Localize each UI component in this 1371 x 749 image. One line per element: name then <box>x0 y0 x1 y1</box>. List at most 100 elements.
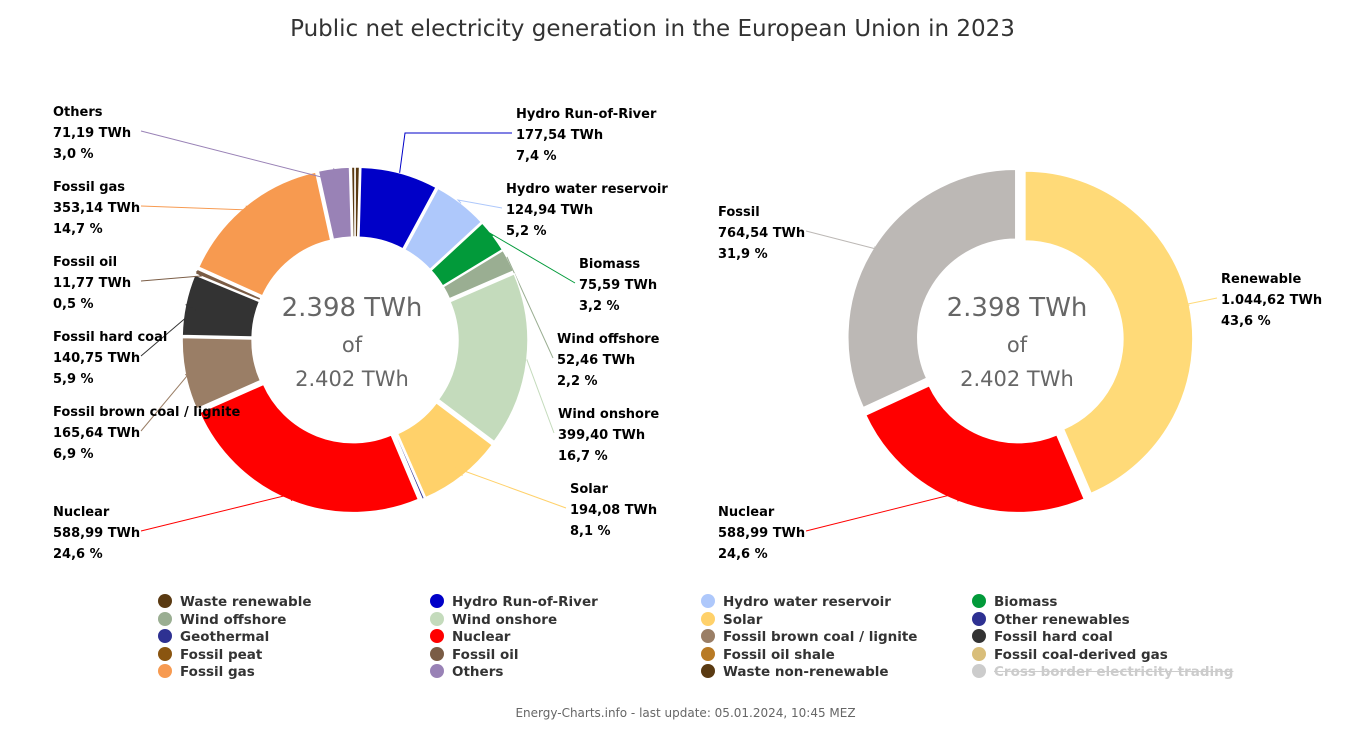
legend-label: Hydro water reservoir <box>723 594 891 610</box>
legend-marker <box>158 629 172 643</box>
legend-label: Hydro Run-of-River <box>452 594 598 610</box>
label-fossil-hard-coal: Fossil hard coal 140,75 TWh 5,9 % <box>53 330 167 387</box>
label-line: 588,99 TWh <box>53 526 140 541</box>
label-line: 3,0 % <box>53 147 94 162</box>
label-line: 0,5 % <box>53 297 94 312</box>
legend-marker <box>701 611 715 626</box>
legend-label: Waste non-renewable <box>723 664 889 680</box>
legend-label: Biomass <box>994 594 1058 610</box>
label-hydro-run-of-river: Hydro Run-of-River 177,54 TWh 7,4 % <box>516 107 657 164</box>
label-line: 71,19 TWh <box>53 126 131 141</box>
center-total-all: 2.402 TWh <box>295 367 409 391</box>
slice-nuclear[interactable] <box>864 384 1086 514</box>
slice-geothermal[interactable] <box>394 433 426 501</box>
legend-marker <box>701 594 715 608</box>
legend-item-other-renewables[interactable]: Other renewables <box>972 611 1130 628</box>
legend-item-geothermal[interactable]: Geothermal <box>158 629 269 645</box>
label-fossil-brown-coal-lignite: Fossil brown coal / lignite 165,64 TWh 6,9… <box>53 405 240 462</box>
legend-item-hydro-run-of-river[interactable]: Hydro Run-of-River <box>430 594 598 610</box>
slice-fossil-brown-coal-lignite[interactable] <box>181 336 262 410</box>
legend-label: Fossil oil <box>452 646 519 663</box>
slice-solar[interactable] <box>396 401 494 499</box>
legend-label: Other renewables <box>994 611 1130 628</box>
slice-biomass[interactable] <box>429 221 504 288</box>
connector-nuclear <box>805 492 959 532</box>
legend-item-others[interactable]: Others <box>430 664 503 680</box>
legend-item-cross-border-electricity-trading[interactable]: Cross border electricity trading <box>972 664 1233 680</box>
legend-label: Geothermal <box>180 629 270 645</box>
slice-hydro-water-reservoir[interactable] <box>403 187 483 271</box>
slice-fossil-oil[interactable] <box>194 268 263 302</box>
label-line: 5,9 % <box>53 372 94 387</box>
legend-marker <box>430 629 444 643</box>
label-line: Biomass <box>579 257 640 272</box>
label-line: 5,2 % <box>506 224 547 239</box>
legend-item-fossil-hard-coal[interactable]: Fossil hard coal <box>972 629 1113 645</box>
label-line: 16,7 % <box>558 449 608 464</box>
legend-item-waste-non-renewable[interactable]: Waste non-renewable <box>701 664 889 680</box>
connector-biomass <box>487 231 576 284</box>
label-line: 52,46 TWh <box>557 353 635 368</box>
legend-item-solar[interactable]: Solar <box>701 611 763 628</box>
legend-item-nuclear[interactable]: Nuclear <box>430 629 510 645</box>
label-line: 3,2 % <box>579 299 620 314</box>
legend-item-biomass[interactable]: Biomass <box>972 594 1057 610</box>
slice-waste-non-renewable[interactable] <box>350 166 356 238</box>
legend-item-wind-offshore[interactable]: Wind offshore <box>158 611 287 628</box>
label-line: Hydro water reservoir <box>506 182 668 197</box>
slice-fossil[interactable] <box>847 168 1017 409</box>
label-line: 1.044,62 TWh <box>1221 293 1322 308</box>
legend-item-fossil-brown-coal-lignite[interactable]: Fossil brown coal / lignite <box>701 629 917 645</box>
label-nuclear: Nuclear 588,99 TWh 24,6 % <box>53 505 140 562</box>
legend-label: Wind offshore <box>180 611 287 628</box>
slice-wind-offshore[interactable] <box>442 249 515 300</box>
connector-wind-offshore <box>506 256 554 359</box>
legend-item-waste-renewable[interactable]: Waste renewable <box>158 594 311 610</box>
label-line: Fossil brown coal / lignite <box>53 405 240 420</box>
label-others: Others 71,19 TWh 3,0 % <box>53 105 131 162</box>
label-line: 75,59 TWh <box>579 278 657 293</box>
legend-marker <box>430 646 444 661</box>
label-line: Wind onshore <box>558 407 659 422</box>
label-line: Wind offshore <box>557 332 660 347</box>
legend-item-fossil-oil-shale[interactable]: Fossil oil shale <box>701 646 835 663</box>
legend-item-hydro-water-reservoir[interactable]: Hydro water reservoir <box>701 594 891 610</box>
slice-wind-onshore[interactable] <box>437 272 529 443</box>
slice-renewable[interactable] <box>1024 170 1194 495</box>
label-nuclear: Nuclear 588,99 TWh 24,6 % <box>718 505 805 562</box>
label-line: Others <box>53 105 103 120</box>
label-line: 177,54 TWh <box>516 128 603 143</box>
legend-item-fossil-oil[interactable]: Fossil oil <box>430 646 519 663</box>
connector-fossil-brown-coal-lignite <box>140 373 188 432</box>
legend-item-fossil-coal-derived-gas[interactable]: Fossil coal-derived gas <box>972 646 1168 663</box>
slice-fossil-hard-coal[interactable] <box>181 273 261 338</box>
connector-nuclear <box>140 492 298 532</box>
label-line: 11,77 TWh <box>53 276 131 291</box>
center-total-shown: 2.398 TWh <box>282 293 423 323</box>
connector-renewable <box>1182 297 1218 306</box>
slice-fossil-gas[interactable] <box>197 171 332 297</box>
label-line: Fossil gas <box>53 180 125 195</box>
legend-marker <box>158 664 172 678</box>
legend-marker <box>430 664 444 678</box>
label-line: 7,4 % <box>516 149 557 164</box>
legend-label: Solar <box>723 611 763 628</box>
legend-marker <box>158 646 172 661</box>
legend-item-wind-onshore[interactable]: Wind onshore <box>430 611 557 628</box>
label-line: Renewable <box>1221 272 1301 287</box>
legend-item-fossil-peat[interactable]: Fossil peat <box>158 646 262 663</box>
label-biomass: Biomass 75,59 TWh 3,2 % <box>579 257 657 314</box>
legend-label: Waste renewable <box>180 594 312 610</box>
legend-marker <box>701 646 715 661</box>
label-line: 43,6 % <box>1221 314 1271 329</box>
label-line: 140,75 TWh <box>53 351 140 366</box>
slice-nuclear[interactable] <box>198 383 420 514</box>
legend-label: Others <box>452 664 504 680</box>
legend-item-fossil-gas[interactable]: Fossil gas <box>158 664 255 680</box>
label-line: Fossil <box>718 205 760 220</box>
label-fossil: Fossil 764,54 TWh 31,9 % <box>718 205 805 262</box>
slice-hydro-run-of-river[interactable] <box>358 166 438 250</box>
legend-marker <box>430 594 444 608</box>
label-line: 588,99 TWh <box>718 526 805 541</box>
label-wind-offshore: Wind offshore 52,46 TWh 2,2 % <box>557 332 660 389</box>
